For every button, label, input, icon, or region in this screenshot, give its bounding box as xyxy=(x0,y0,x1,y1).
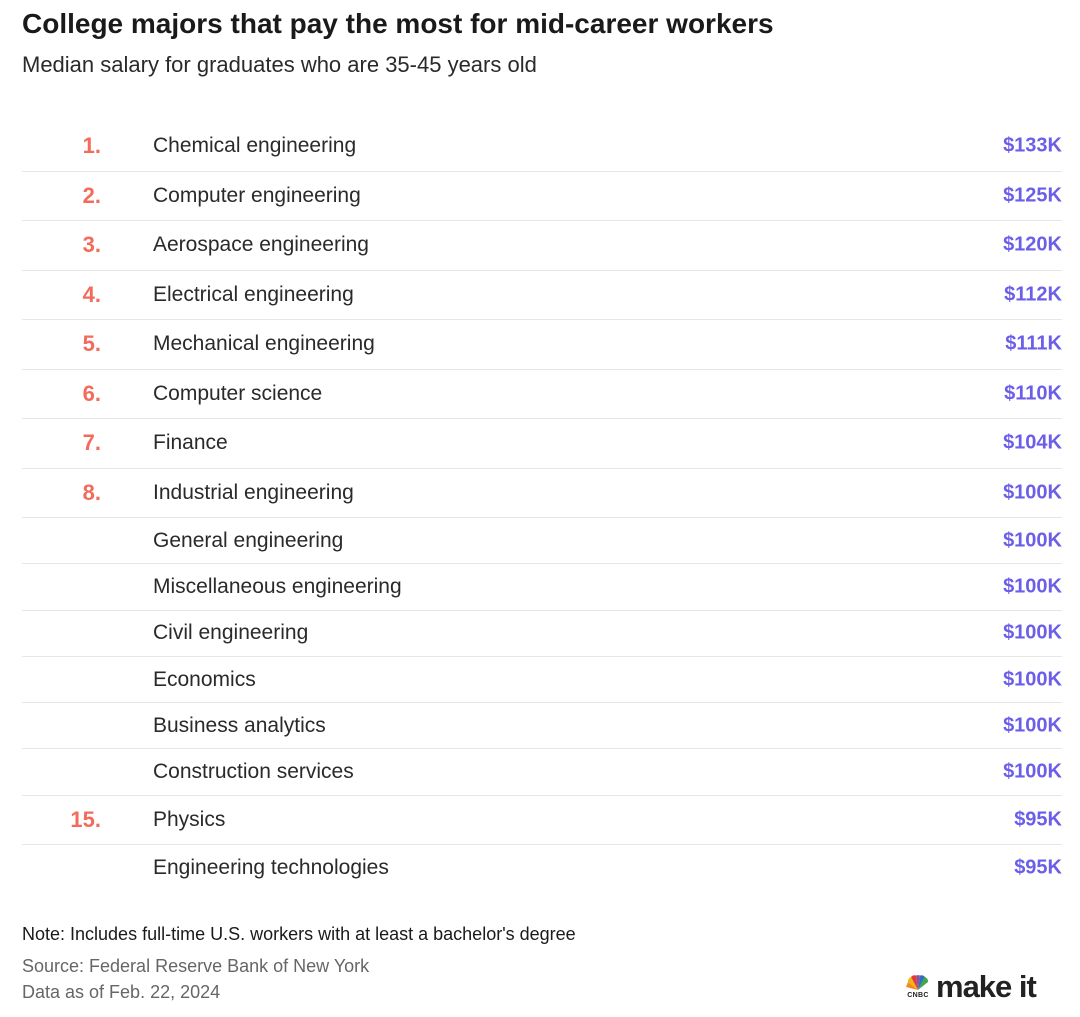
salary-value: $100K xyxy=(1003,529,1062,552)
salary-value: $112K xyxy=(1004,283,1062,306)
rank-label: 4. xyxy=(82,281,101,307)
major-label: Electrical engineering xyxy=(153,282,354,306)
salary-value: $100K xyxy=(1003,668,1062,691)
major-label: Aerospace engineering xyxy=(153,233,369,257)
major-label: Civil engineering xyxy=(153,621,309,645)
table-row: Civil engineering $100K xyxy=(22,611,1062,657)
major-label: Physics xyxy=(153,808,226,832)
table-row: 15. Physics $95K xyxy=(22,796,1062,846)
major-label: Mechanical engineering xyxy=(153,332,375,356)
salary-value: $110K xyxy=(1004,382,1062,405)
major-label: Economics xyxy=(153,667,256,691)
make-it-wordmark: make it xyxy=(936,969,1037,1004)
rank-label: 15. xyxy=(70,807,101,833)
cnbc-wordmark: CNBC xyxy=(907,992,929,999)
rank-label: 8. xyxy=(82,479,101,505)
table-row: 6. Computer science $110K xyxy=(22,370,1062,419)
salary-value: $100K xyxy=(1003,481,1062,504)
major-label: Chemical engineering xyxy=(153,134,357,158)
rank-label: 3. xyxy=(82,232,101,258)
salary-value: $100K xyxy=(1003,760,1062,783)
footnote: Note: Includes full-time U.S. workers wi… xyxy=(22,924,576,944)
rank-label: 5. xyxy=(82,331,101,357)
salary-value: $111K xyxy=(1005,332,1062,355)
rank-label: 1. xyxy=(82,133,101,159)
major-label: Business analytics xyxy=(153,713,326,737)
major-label: Engineering technologies xyxy=(153,856,389,880)
source-line: Source: Federal Reserve Bank of New York xyxy=(22,956,370,976)
major-label: Computer engineering xyxy=(153,183,361,207)
table-row: Construction services $100K xyxy=(22,749,1062,796)
table-row: 4. Electrical engineering $112K xyxy=(22,271,1062,320)
salary-table: 1. Chemical engineering $133K 2. Computer en… xyxy=(22,122,1062,892)
salary-value: $100K xyxy=(1003,714,1062,737)
rank-label: 7. xyxy=(82,430,101,456)
chart-subtitle: Median salary for graduates who are 35-4… xyxy=(22,52,537,77)
cnbc-make-it-logo: CNBC make it xyxy=(905,966,1037,1004)
salary-value: $120K xyxy=(1003,233,1062,256)
major-label: Miscellaneous engineering xyxy=(153,574,402,598)
table-row: Economics $100K xyxy=(22,657,1062,704)
major-label: Industrial engineering xyxy=(153,480,354,504)
table-row: 5. Mechanical engineering $111K xyxy=(22,320,1062,370)
salary-value: $95K xyxy=(1014,808,1062,831)
chart-title: College majors that pay the most for mid… xyxy=(22,8,774,39)
table-row: 2. Computer engineering $125K xyxy=(22,172,1062,221)
table-row: Business analytics $100K xyxy=(22,703,1062,750)
table-row: Engineering technologies $95K xyxy=(22,845,1062,891)
table-row: 8. Industrial engineering $100K xyxy=(22,469,1062,518)
salary-value: $133K xyxy=(1003,134,1062,157)
rank-label: 6. xyxy=(82,380,101,406)
table-row: 7. Finance $104K xyxy=(22,419,1062,469)
salary-value: $95K xyxy=(1014,856,1062,879)
major-label: Finance xyxy=(153,431,228,455)
salary-value: $100K xyxy=(1003,621,1062,644)
table-row: General engineering $100K xyxy=(22,518,1062,565)
table-row: Miscellaneous engineering $100K xyxy=(22,564,1062,611)
salary-value: $125K xyxy=(1003,184,1062,207)
rank-label: 2. xyxy=(82,182,101,208)
data-date: Data as of Feb. 22, 2024 xyxy=(22,982,221,1002)
major-label: Construction services xyxy=(153,760,354,784)
table-row: 3. Aerospace engineering $120K xyxy=(22,221,1062,271)
salary-value: $104K xyxy=(1003,431,1062,454)
salary-value: $100K xyxy=(1003,575,1062,598)
major-label: General engineering xyxy=(153,528,344,552)
cnbc-peacock-icon: CNBC xyxy=(905,975,931,999)
table-row: 1. Chemical engineering $133K xyxy=(22,122,1062,172)
major-label: Computer science xyxy=(153,381,323,405)
